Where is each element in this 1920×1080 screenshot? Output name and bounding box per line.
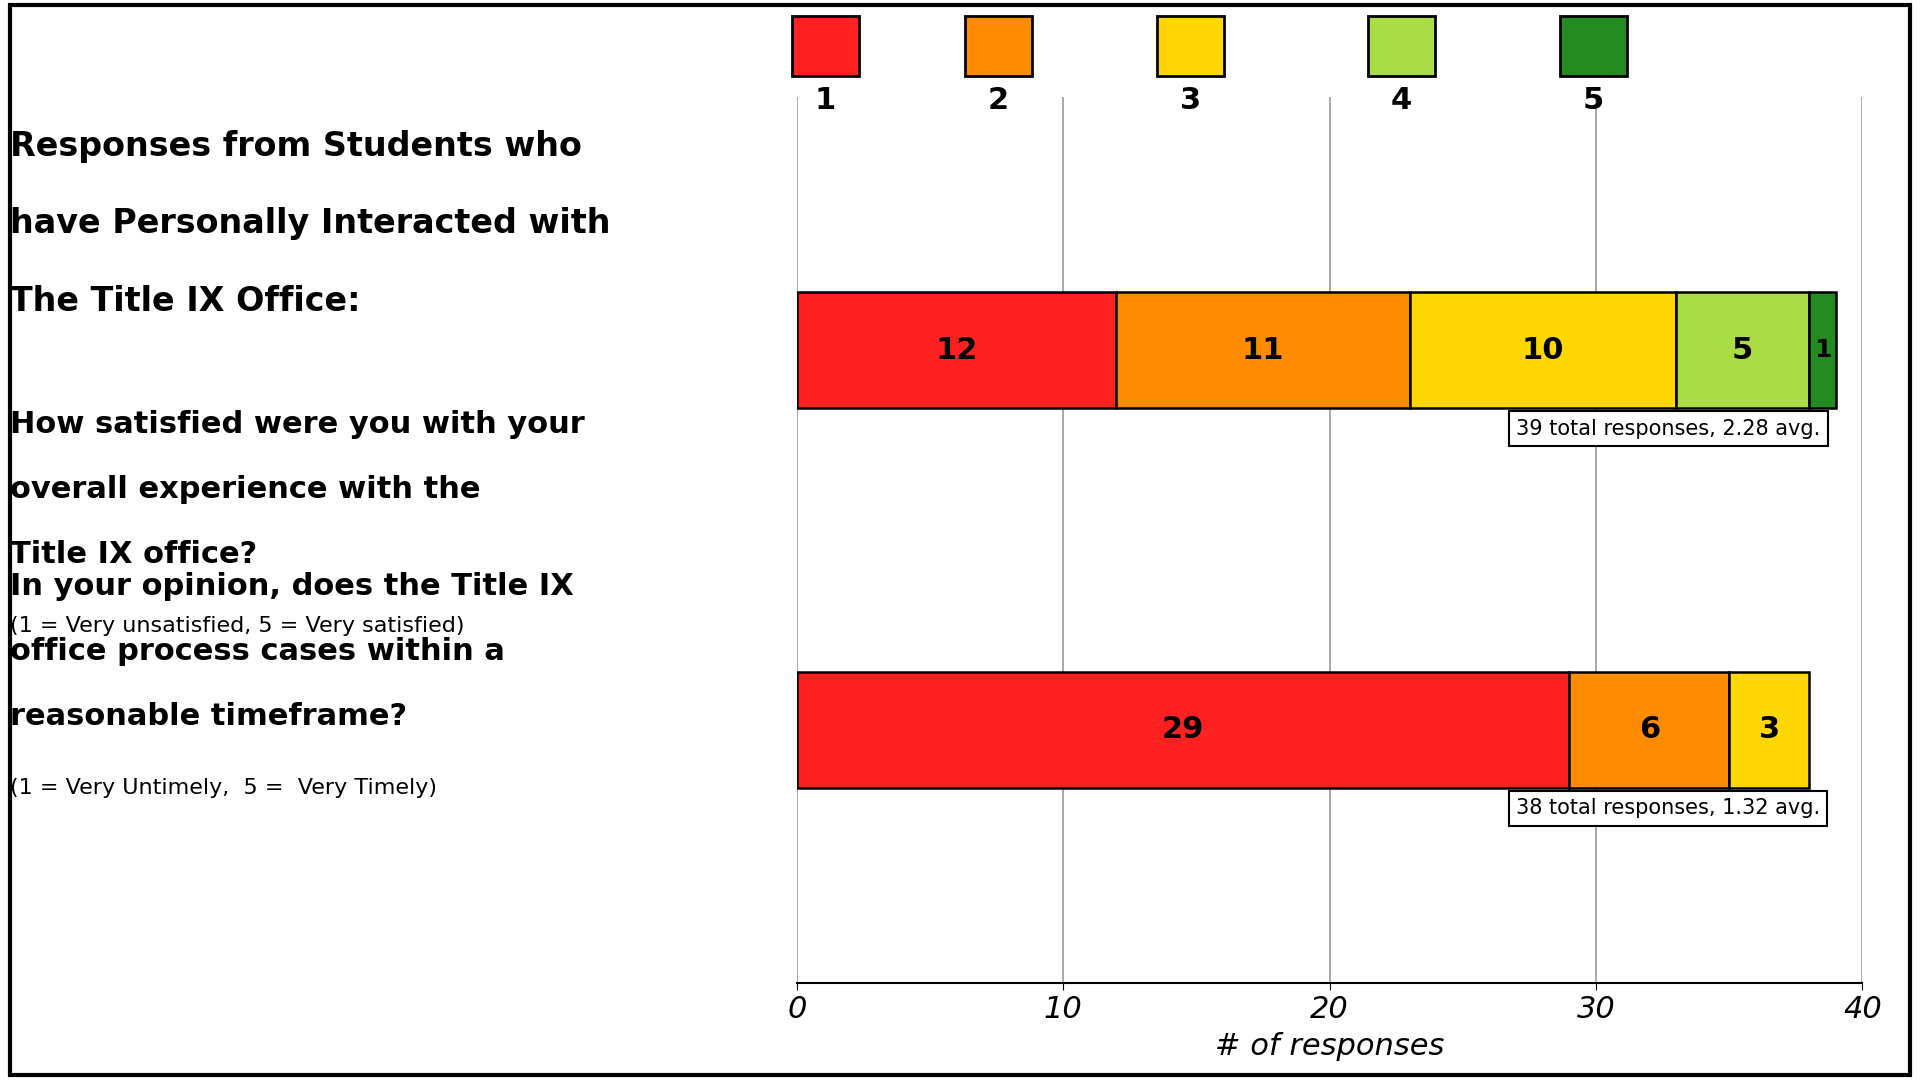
Text: overall experience with the: overall experience with the xyxy=(10,475,480,504)
Bar xyxy=(1409,293,1676,408)
Bar xyxy=(1569,672,1730,787)
Text: 1: 1 xyxy=(1814,338,1832,362)
Text: 3: 3 xyxy=(1759,715,1780,744)
Text: Title IX office?: Title IX office? xyxy=(10,540,257,569)
Text: 2: 2 xyxy=(987,86,1010,116)
Text: 5: 5 xyxy=(1582,86,1605,116)
Bar xyxy=(1809,293,1836,408)
Text: 39 total responses, 2.28 avg.: 39 total responses, 2.28 avg. xyxy=(1517,419,1820,438)
Text: (1 = Very unsatisfied, 5 = Very satisfied): (1 = Very unsatisfied, 5 = Very satisfie… xyxy=(10,616,465,636)
Text: office process cases within a: office process cases within a xyxy=(10,637,505,666)
Text: How satisfied were you with your: How satisfied were you with your xyxy=(10,410,584,440)
Bar xyxy=(1730,672,1809,787)
Text: 5: 5 xyxy=(1732,336,1753,365)
Text: (1 = Very Untimely,  5 =  Very Timely): (1 = Very Untimely, 5 = Very Timely) xyxy=(10,778,436,798)
Text: 3: 3 xyxy=(1179,86,1202,116)
Text: 29: 29 xyxy=(1162,715,1204,744)
Text: The Title IX Office:: The Title IX Office: xyxy=(10,285,361,319)
Text: Responses from Students who: Responses from Students who xyxy=(10,130,582,163)
Bar xyxy=(1117,293,1409,408)
Text: 6: 6 xyxy=(1638,715,1661,744)
X-axis label: # of responses: # of responses xyxy=(1215,1031,1444,1061)
Text: reasonable timeframe?: reasonable timeframe? xyxy=(10,702,407,731)
Text: 12: 12 xyxy=(935,336,977,365)
Bar xyxy=(1676,293,1809,408)
Text: 38 total responses, 1.32 avg.: 38 total responses, 1.32 avg. xyxy=(1517,798,1820,819)
Text: In your opinion, does the Title IX: In your opinion, does the Title IX xyxy=(10,572,574,602)
Text: 4: 4 xyxy=(1390,86,1413,116)
Bar xyxy=(797,293,1117,408)
Text: 1: 1 xyxy=(814,86,837,116)
Bar xyxy=(797,672,1569,787)
Text: 11: 11 xyxy=(1242,336,1284,365)
Text: 10: 10 xyxy=(1521,336,1565,365)
Text: have Personally Interacted with: have Personally Interacted with xyxy=(10,207,611,241)
